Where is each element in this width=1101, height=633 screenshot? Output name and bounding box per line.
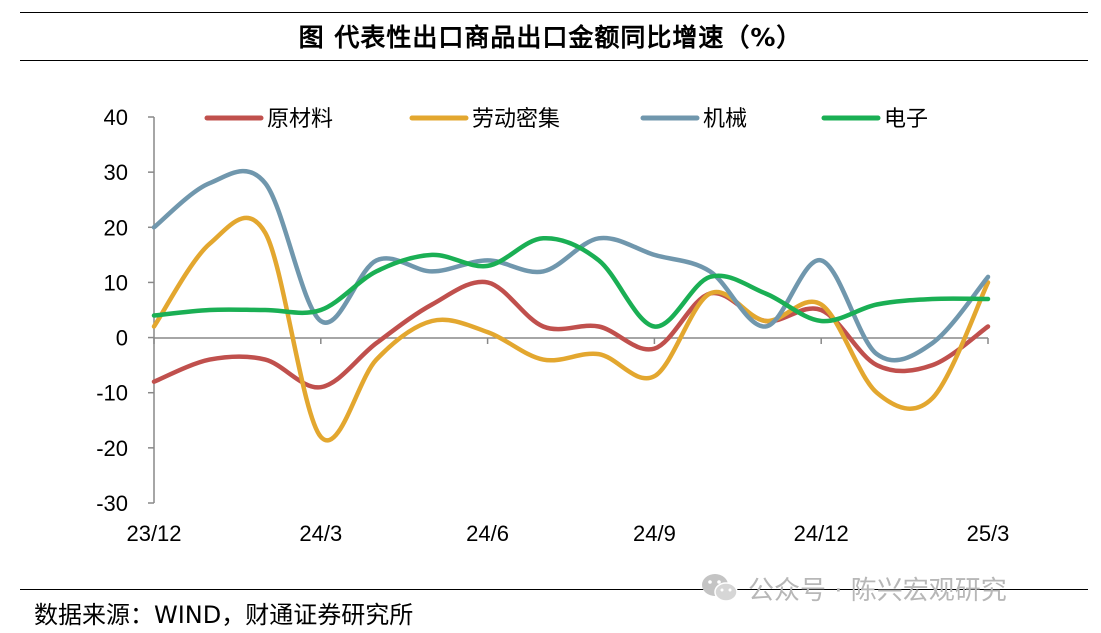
x-tick-label: 23/12 bbox=[126, 521, 181, 546]
x-tick-label: 25/3 bbox=[967, 521, 1010, 546]
x-tick-label: 24/3 bbox=[299, 521, 342, 546]
legend-label-3: 机械 bbox=[703, 107, 747, 132]
x-tick-label: 24/12 bbox=[794, 521, 849, 546]
y-tick-label: -30 bbox=[96, 491, 128, 516]
watermark-text: 公众号 · 陈兴宏观研究 bbox=[748, 575, 1007, 606]
x-tick-label: 24/6 bbox=[466, 521, 509, 546]
top-rule bbox=[20, 12, 1088, 13]
y-tick-label: -20 bbox=[96, 436, 128, 461]
y-tick-label: 30 bbox=[104, 160, 128, 185]
legend-label-1: 原材料 bbox=[267, 107, 333, 132]
chart-lines bbox=[151, 169, 991, 443]
y-tick-label: 0 bbox=[116, 326, 128, 351]
y-tick-label: 10 bbox=[104, 270, 128, 295]
x-tick-label: 24/9 bbox=[633, 521, 676, 546]
chart-axes: 40 30 20 10 0 -10 -20 -30 23/12 24/3 24/6 24/9 24/12… bbox=[96, 105, 1009, 546]
chart-legend: 原材料 劳动密集 机械 电子 bbox=[204, 107, 928, 132]
series-line-2 bbox=[151, 215, 991, 443]
source-note: 数据来源：WIND，财通证券研究所 bbox=[34, 601, 414, 629]
legend-label-2: 劳动密集 bbox=[472, 107, 560, 132]
y-tick-label: 20 bbox=[104, 215, 128, 240]
series-line-3 bbox=[151, 169, 991, 363]
watermark: 公众号 · 陈兴宏观研究 bbox=[700, 570, 1007, 606]
y-tick-label: -10 bbox=[96, 381, 128, 406]
bottom-rule bbox=[20, 589, 1088, 590]
chart-title: 图 代表性出口商品出口金额同比增速（%） bbox=[298, 23, 803, 52]
legend-label-4: 电子 bbox=[884, 107, 928, 132]
wechat-icon bbox=[702, 574, 738, 602]
y-tick-label: 40 bbox=[104, 105, 128, 130]
series-line-4 bbox=[151, 236, 991, 329]
title-rule bbox=[20, 60, 1088, 61]
